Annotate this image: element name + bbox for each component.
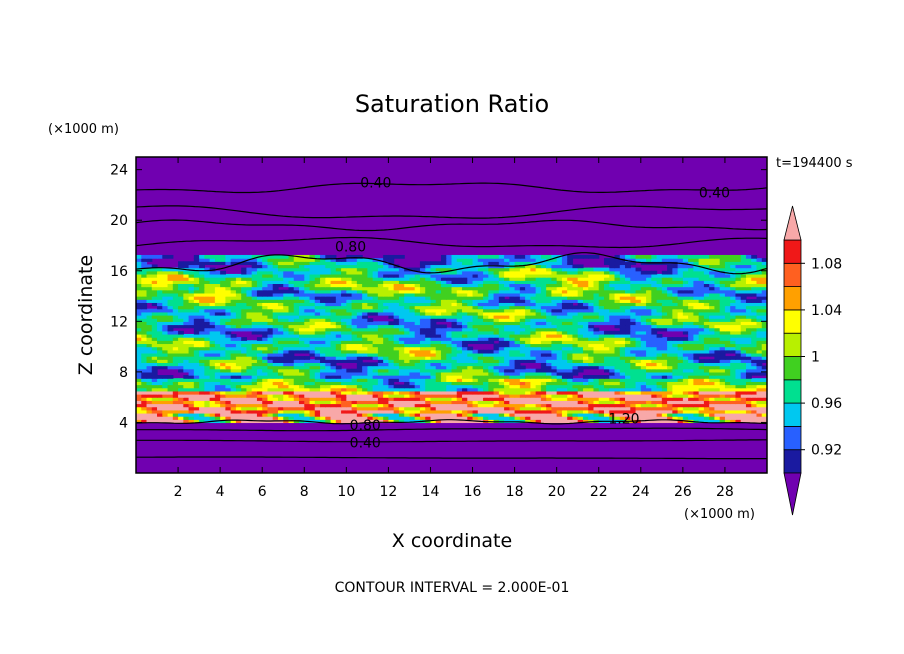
x-tick-label: 2 — [174, 484, 183, 500]
colorbar-swatch — [783, 239, 802, 264]
x-tick-label: 4 — [216, 484, 225, 500]
contour-label: 0.40 — [350, 436, 381, 452]
x-tick-label: 12 — [379, 484, 397, 500]
y-tick-label: 8 — [119, 365, 128, 381]
contour-line — [136, 456, 767, 460]
time-label: t=194400 s — [776, 156, 853, 171]
x-tick-label: 10 — [337, 484, 355, 500]
contour-line — [136, 419, 767, 425]
contour-label: 1.20 — [608, 412, 639, 428]
contour-line — [136, 205, 767, 219]
field-layer — [136, 254, 767, 424]
chart-title: Saturation Ratio — [355, 90, 549, 118]
x-tick-label: 20 — [548, 484, 566, 500]
x-tick-label: 18 — [506, 484, 524, 500]
y-unit-label: (×1000 m) — [48, 122, 119, 137]
y-tick-label: 4 — [119, 415, 128, 431]
colorbar-tick-label: 1.04 — [811, 303, 842, 319]
y-tick-label: 16 — [110, 264, 128, 280]
y-axis: 4 8 12 16 20 24 — [110, 163, 767, 431]
x-tick-label: 16 — [464, 484, 482, 500]
x-tick-label: 28 — [716, 484, 734, 500]
colorbar-swatch — [783, 309, 802, 334]
contour-line — [136, 182, 767, 194]
colorbar-swatch — [783, 262, 802, 287]
colorbar: 0.92 0.96 1 1.04 1.08 — [783, 205, 842, 516]
x-axis-label: X coordinate — [392, 530, 512, 552]
x-tick-label: 8 — [300, 484, 309, 500]
colorbar-top-arrow — [783, 205, 802, 241]
contour-line — [136, 439, 767, 443]
y-tick-label: 20 — [110, 213, 128, 229]
contour-line — [136, 427, 767, 432]
x-tick-label: 14 — [422, 484, 440, 500]
colorbar-tick-label: 0.96 — [811, 396, 842, 412]
contour-lines — [136, 182, 767, 460]
x-axis: 2 4 6 8 10 12 14 16 18 20 22 24 26 28 — [174, 157, 734, 500]
contour-line — [136, 219, 767, 232]
contour-label: 0.80 — [350, 418, 381, 434]
colorbar-swatch — [783, 379, 802, 404]
contour-label: 0.40 — [360, 175, 391, 191]
colorbar-tick-label: 0.92 — [811, 443, 842, 459]
colorbar-swatch — [783, 332, 802, 357]
colorbar-swatch — [783, 449, 802, 474]
colorbar-tick-label: 1 — [811, 350, 820, 366]
contour-label: 0.80 — [335, 240, 366, 256]
y-tick-label: 12 — [110, 314, 128, 330]
colorbar-tick-label: 1.08 — [811, 256, 842, 272]
x-tick-label: 26 — [674, 484, 692, 500]
y-tick-label: 24 — [110, 163, 128, 179]
colorbar-swatch — [783, 286, 802, 311]
colorbar-swatch — [783, 402, 802, 427]
colorbar-swatch — [783, 356, 802, 381]
plot-area: 0.40 0.40 0.80 0.80 0.40 1.20 — [135, 156, 768, 474]
plot-frame — [135, 156, 768, 474]
contour-line — [136, 252, 767, 275]
x-tick-label: 24 — [632, 484, 650, 500]
contour-line — [136, 236, 767, 249]
colorbar-bottom-arrow — [783, 472, 802, 516]
contour-label: 0.40 — [699, 185, 730, 201]
y-axis-label: Z coordinate — [75, 255, 97, 375]
x-tick-label: 22 — [590, 484, 608, 500]
colorbar-swatch — [783, 425, 802, 451]
contour-label-layer: 0.40 0.40 0.80 0.80 0.40 1.20 — [335, 175, 730, 451]
x-tick-label: 6 — [258, 484, 267, 500]
contour-interval-note: CONTOUR INTERVAL = 2.000E-01 — [335, 580, 570, 596]
x-unit-label: (×1000 m) — [684, 507, 755, 522]
